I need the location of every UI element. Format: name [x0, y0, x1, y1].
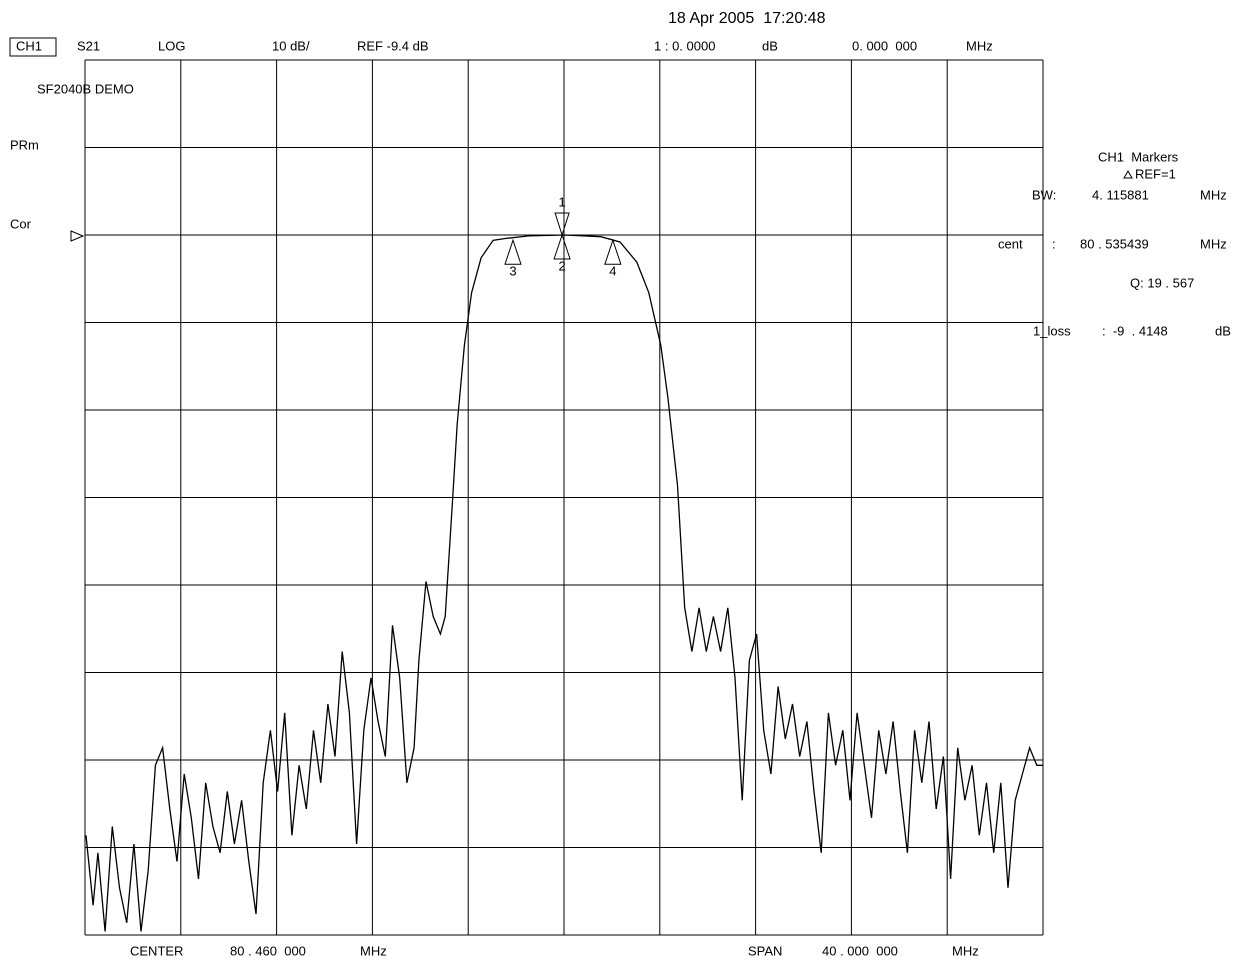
panel-text: BW: — [1032, 187, 1056, 202]
marker — [554, 212, 570, 237]
footer-text: MHz — [360, 943, 387, 958]
footer-text: CENTER — [130, 943, 183, 958]
delta-icon — [1123, 169, 1133, 179]
header-text: 0. 000 000 — [852, 38, 917, 53]
side-text: PRm — [10, 137, 39, 152]
panel-text: 4. 115881 — [1092, 187, 1149, 202]
date: 18 Apr 2005 17:20:48 — [668, 10, 826, 27]
header-text: S21 — [77, 38, 100, 53]
header-text: 10 dB/ — [272, 38, 310, 53]
side-text: Cor — [10, 216, 32, 231]
marker — [504, 238, 522, 265]
panel-text: : — [1052, 236, 1056, 251]
header-text: CH1 — [16, 38, 42, 53]
footer-text: MHz — [952, 943, 979, 958]
panel-text: MHz — [1200, 187, 1227, 202]
footer-text: SPAN — [748, 943, 782, 958]
marker-label: 4 — [609, 264, 616, 279]
marker-label: 2 — [558, 258, 565, 273]
header-text: MHz — [966, 38, 993, 53]
channel-box — [9, 37, 57, 57]
panel-text: dB — [1215, 323, 1231, 338]
footer-text: 40 . 000 000 — [822, 943, 898, 958]
header-text: REF -9.4 dB — [357, 38, 429, 53]
marker-label: 1 — [558, 194, 565, 209]
panel-text: 80 . 535439 — [1080, 236, 1149, 251]
marker-label: 3 — [509, 264, 516, 279]
panel-text: cent — [998, 236, 1023, 251]
panel-text: MHz — [1200, 236, 1227, 251]
header-text: dB — [762, 38, 778, 53]
panel-text: CH1 Markers — [1098, 149, 1179, 164]
panel-text: 1_loss — [1033, 323, 1071, 338]
trace — [85, 234, 1043, 932]
marker — [553, 233, 571, 260]
panel-text: : -9 . 4148 — [1102, 323, 1168, 338]
panel-text: REF=1 — [1135, 166, 1176, 181]
header-text: LOG — [158, 38, 185, 53]
marker — [604, 238, 622, 265]
reference-pointer — [70, 230, 85, 242]
panel-text: Q: 19 . 567 — [1130, 275, 1194, 290]
footer-text: 80 . 460 000 — [230, 943, 306, 958]
header-text: 1 : 0. 0000 — [654, 38, 715, 53]
